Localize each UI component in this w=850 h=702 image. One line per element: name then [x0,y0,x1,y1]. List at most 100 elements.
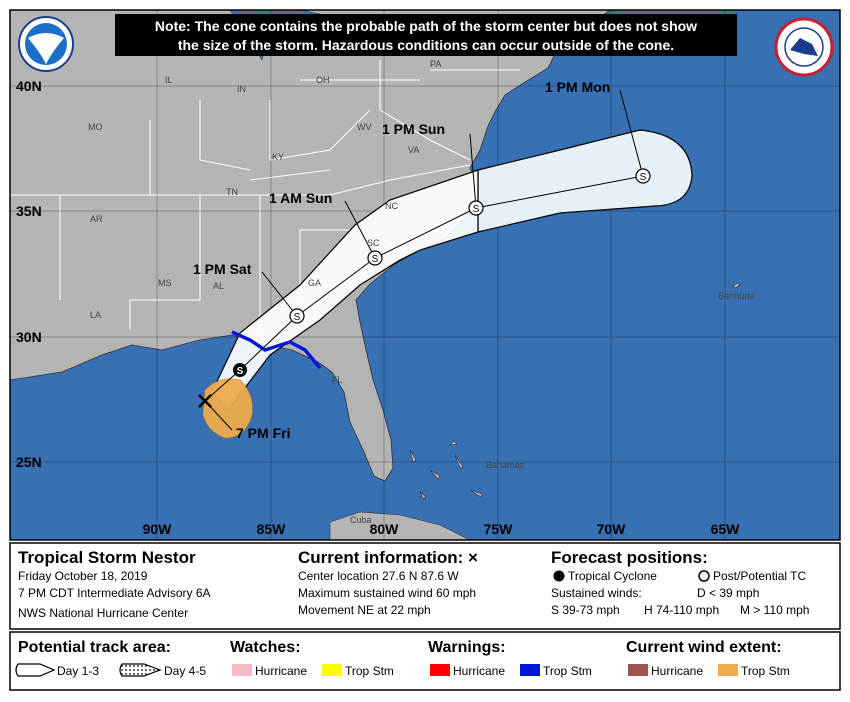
bermuda [732,282,741,289]
region-label: IN [237,84,246,94]
lon-labels: 90W 85W 80W 75W 70W 65W [143,521,741,537]
info-panel [9,542,841,630]
note-text: the size of the storm. Hazardous conditi… [178,37,674,53]
region-label: KY [272,152,284,162]
region-label: AR [90,214,103,224]
region-label: IL [165,75,173,85]
region-label: VA [408,145,419,155]
nws-logo [774,17,834,77]
region-label: Bermuda [718,291,755,301]
forecast-label: 1 PM Sun [382,121,445,137]
lon-label: 65W [711,521,741,537]
info-heading: Current information: × [298,548,478,567]
info-text: NWS National Hurricane Center [18,606,188,620]
tropical-cyclone-marker [233,363,247,377]
lon-label: 75W [484,521,514,537]
region-label: TN [226,187,238,197]
cuba [329,511,471,540]
bahamas [409,440,483,500]
legend-heading: Potential track area: [18,639,171,656]
info-title: Tropical Storm Nestor [18,548,196,567]
marker-letter: S [473,204,480,215]
current-position [198,394,212,408]
legend-text: Hurricane [255,664,307,678]
info-text: Post/Potential TC [713,569,806,583]
forecast-label: 1 PM Sat [193,261,252,277]
lon-label: 80W [370,521,400,537]
region-label: NC [385,201,398,211]
region-label: MO [88,122,103,132]
cone-day-1-3 [211,169,479,411]
forecast-label: 1 PM Mon [545,79,610,95]
lon-label: 85W [257,521,287,537]
info-text: D < 39 mph [697,586,759,600]
info-text: Maximum sustained wind 60 mph [298,586,476,600]
region-labels: PA IL IN OH MO WV KY VA TN NC AR SC MS A… [88,59,755,525]
lat-label: 30N [16,329,42,345]
info-text: S 39-73 mph [551,603,620,617]
legend-text: Hurricane [453,664,505,678]
region-label: OH [316,75,330,85]
lat-label: 35N [16,203,42,219]
cone-day-4-5 [477,129,693,233]
legend-text: Day 1-3 [57,664,99,678]
post-tc-marker [289,308,305,324]
forecast-label: 7 PM Fri [236,425,290,441]
post-tc-symbol [698,570,710,582]
noaa-logo [18,16,74,72]
map-frame [9,9,841,541]
marker-letter: S [294,312,301,323]
marker-letter: S [237,366,244,377]
post-tc-marker [367,250,383,266]
track [204,175,644,402]
lat-labels: 40N 35N 30N 25N [16,78,42,470]
leaders [204,89,644,431]
legend-text: Trop Stm [345,664,394,678]
info-text: Movement NE at 22 mph [298,603,431,617]
legend-text: Trop Stm [543,664,592,678]
note-text: Note: The cone contains the probable pat… [155,18,697,34]
note-box [115,14,737,56]
trop-storm-wind-swatch [718,664,738,676]
tc-symbol [553,570,565,582]
legend-text: Hurricane [651,664,703,678]
region-label: SC [367,238,380,248]
post-tc-marker [635,168,651,184]
trop-storm-warning-swatch [520,664,540,676]
region-label: GA [308,278,321,288]
map: S S S S S 7 PM Fri 1 PM Sat 1 AM Sun 1 P… [10,10,840,540]
legend-text: Trop Stm [741,664,790,678]
region-label: LA [90,310,101,320]
region-label: FL [332,375,343,385]
lat-label: 25N [16,454,42,470]
marker-letter: S [372,254,379,265]
hurricane-warning-swatch [430,664,450,676]
info-text: Tropical Cyclone [568,569,657,583]
legend-panel [9,631,841,691]
info-text: Friday October 18, 2019 [18,569,148,583]
info-text: M > 110 mph [740,603,809,617]
day45-swatch [119,663,162,677]
info-text: 7 PM CDT Intermediate Advisory 6A [18,586,211,600]
day13-swatch [15,663,56,677]
legend-heading: Warnings: [428,639,506,656]
region-label: Cuba [350,515,372,525]
region-label: AL [213,281,224,291]
region-label: Bahamas [486,460,525,470]
info-heading: Forecast positions: [551,548,708,567]
hurricane-wind-swatch [628,664,648,676]
lat-label: 40N [16,78,42,94]
info-text: Center location 27.6 N 87.6 W [298,569,459,583]
legend-text: Day 4-5 [164,664,206,678]
region-label: PA [430,59,441,69]
region-label: WV [357,122,372,132]
trop-storm-watch-swatch [322,664,342,676]
land [10,10,611,482]
hurricane-watch-swatch [232,664,252,676]
info-text: H 74-110 mph [644,603,719,617]
trop-storm-warning [231,330,322,370]
marker-letter: S [640,172,647,183]
lon-label: 90W [143,521,173,537]
info-text: Sustained winds: [551,586,642,600]
